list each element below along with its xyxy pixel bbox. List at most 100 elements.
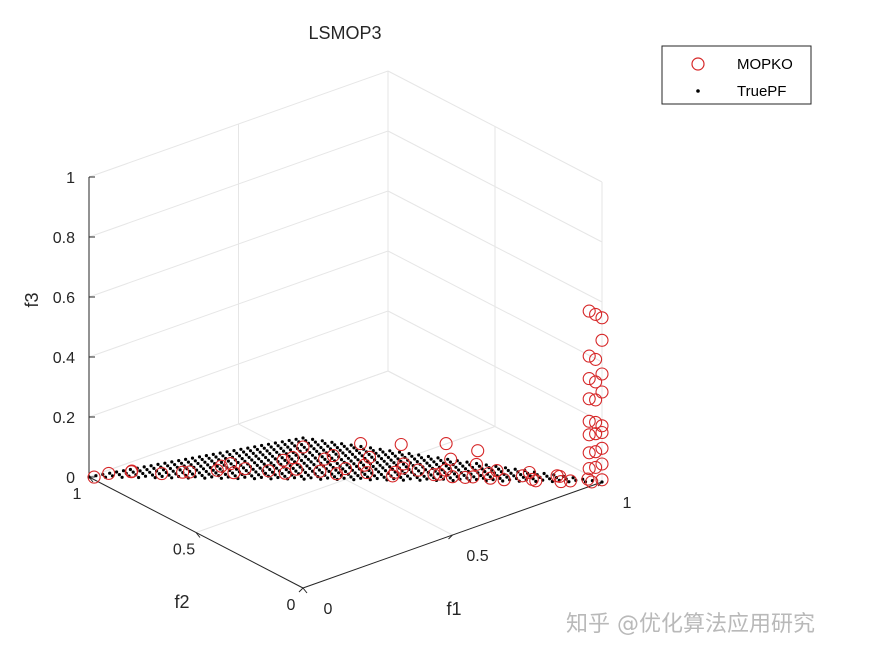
truepf-point — [233, 474, 237, 478]
truepf-point — [335, 461, 339, 466]
truepf-point — [255, 463, 259, 467]
truepf-point — [386, 455, 390, 459]
truepf-point — [273, 441, 277, 445]
truepf-point — [152, 466, 156, 470]
truepf-point — [352, 478, 356, 482]
truepf-point — [415, 460, 419, 464]
truepf-point — [494, 464, 498, 468]
mopko-point — [357, 458, 371, 472]
truepf-point — [435, 462, 439, 467]
truepf-point — [353, 455, 357, 459]
truepf-point — [201, 467, 206, 471]
y-tick-mark — [195, 532, 201, 538]
truepf-point — [275, 466, 279, 470]
truepf-point — [257, 473, 261, 477]
truepf-point — [315, 449, 319, 453]
truepf-point — [501, 479, 505, 483]
truepf-point — [263, 471, 268, 475]
mopko-point — [329, 467, 344, 481]
truepf-point — [309, 444, 313, 448]
truepf-point — [316, 443, 320, 447]
truepf-point — [219, 460, 224, 464]
truepf-point — [265, 449, 269, 453]
truepf-point — [338, 448, 342, 452]
truepf-point — [268, 452, 272, 456]
mopko-point — [182, 465, 197, 479]
truepf-point — [287, 438, 291, 443]
truepf-point — [290, 457, 294, 461]
grid-line — [387, 310, 603, 423]
truepf-point — [349, 475, 353, 479]
mopko-point — [439, 463, 453, 477]
truepf-point — [148, 470, 152, 474]
truepf-point — [291, 466, 295, 470]
legend-marker-mopko — [691, 57, 705, 71]
truepf-point — [370, 455, 374, 459]
truepf-point — [184, 457, 188, 461]
truepf-point — [243, 475, 247, 479]
truepf-point — [328, 463, 332, 467]
truepf-point — [170, 460, 174, 464]
truepf-point — [279, 446, 283, 450]
truepf-point — [270, 454, 275, 458]
truepf-point — [142, 465, 146, 469]
truepf-point — [355, 448, 359, 453]
truepf-point — [388, 449, 392, 453]
watermark: 知乎 @优化算法应用研究 — [566, 612, 815, 637]
grid-line — [387, 250, 603, 363]
truepf-point — [363, 472, 367, 476]
mopko-point — [411, 463, 425, 477]
mopko-point — [362, 450, 377, 464]
truepf-point — [600, 480, 604, 484]
truepf-point — [290, 441, 294, 445]
truepf-point — [352, 462, 356, 466]
mopko-point — [469, 457, 483, 471]
truepf-point — [417, 453, 421, 457]
truepf-point — [377, 454, 381, 458]
truepf-point — [120, 475, 124, 479]
truepf-point — [197, 471, 201, 475]
truepf-point — [457, 468, 461, 472]
truepf-point — [388, 465, 392, 469]
truepf-point — [293, 444, 297, 448]
mopko-point — [553, 469, 567, 483]
truepf-point — [247, 455, 251, 459]
mopko-point — [386, 469, 400, 483]
truepf-point — [497, 467, 501, 471]
truepf-point — [332, 475, 337, 479]
truepf-point — [447, 467, 451, 471]
truepf-point — [503, 466, 508, 470]
truepf-point — [266, 458, 270, 462]
truepf-point — [422, 474, 426, 478]
truepf-point — [150, 473, 155, 477]
truepf-point — [313, 440, 317, 444]
truepf-point — [319, 445, 323, 450]
truepf-point — [429, 457, 433, 461]
mopko-point — [318, 452, 332, 466]
truepf-point — [337, 471, 341, 475]
truepf-point — [371, 449, 375, 453]
truepf-point — [171, 469, 175, 473]
mopko-point — [102, 466, 116, 480]
truepf-point — [264, 455, 268, 460]
y-axis-label: f2 — [174, 592, 189, 612]
mopko-point — [210, 463, 224, 477]
truepf-point — [306, 457, 310, 461]
truepf-point — [252, 477, 257, 481]
mopko-point — [595, 367, 609, 381]
axes — [88, 176, 603, 594]
truepf-point — [128, 467, 132, 472]
truepf-point — [115, 470, 119, 474]
truepf-point — [327, 469, 331, 473]
mopko-point — [589, 460, 603, 474]
truepf-point — [375, 461, 379, 465]
truepf-point — [432, 460, 436, 464]
x-tick-label: 0 — [324, 601, 333, 618]
mopko-point — [471, 444, 485, 458]
truepf-point — [484, 463, 488, 467]
mopko-point — [581, 472, 595, 486]
truepf-point — [317, 468, 321, 472]
truepf-point — [210, 459, 214, 463]
truepf-point — [299, 458, 304, 463]
